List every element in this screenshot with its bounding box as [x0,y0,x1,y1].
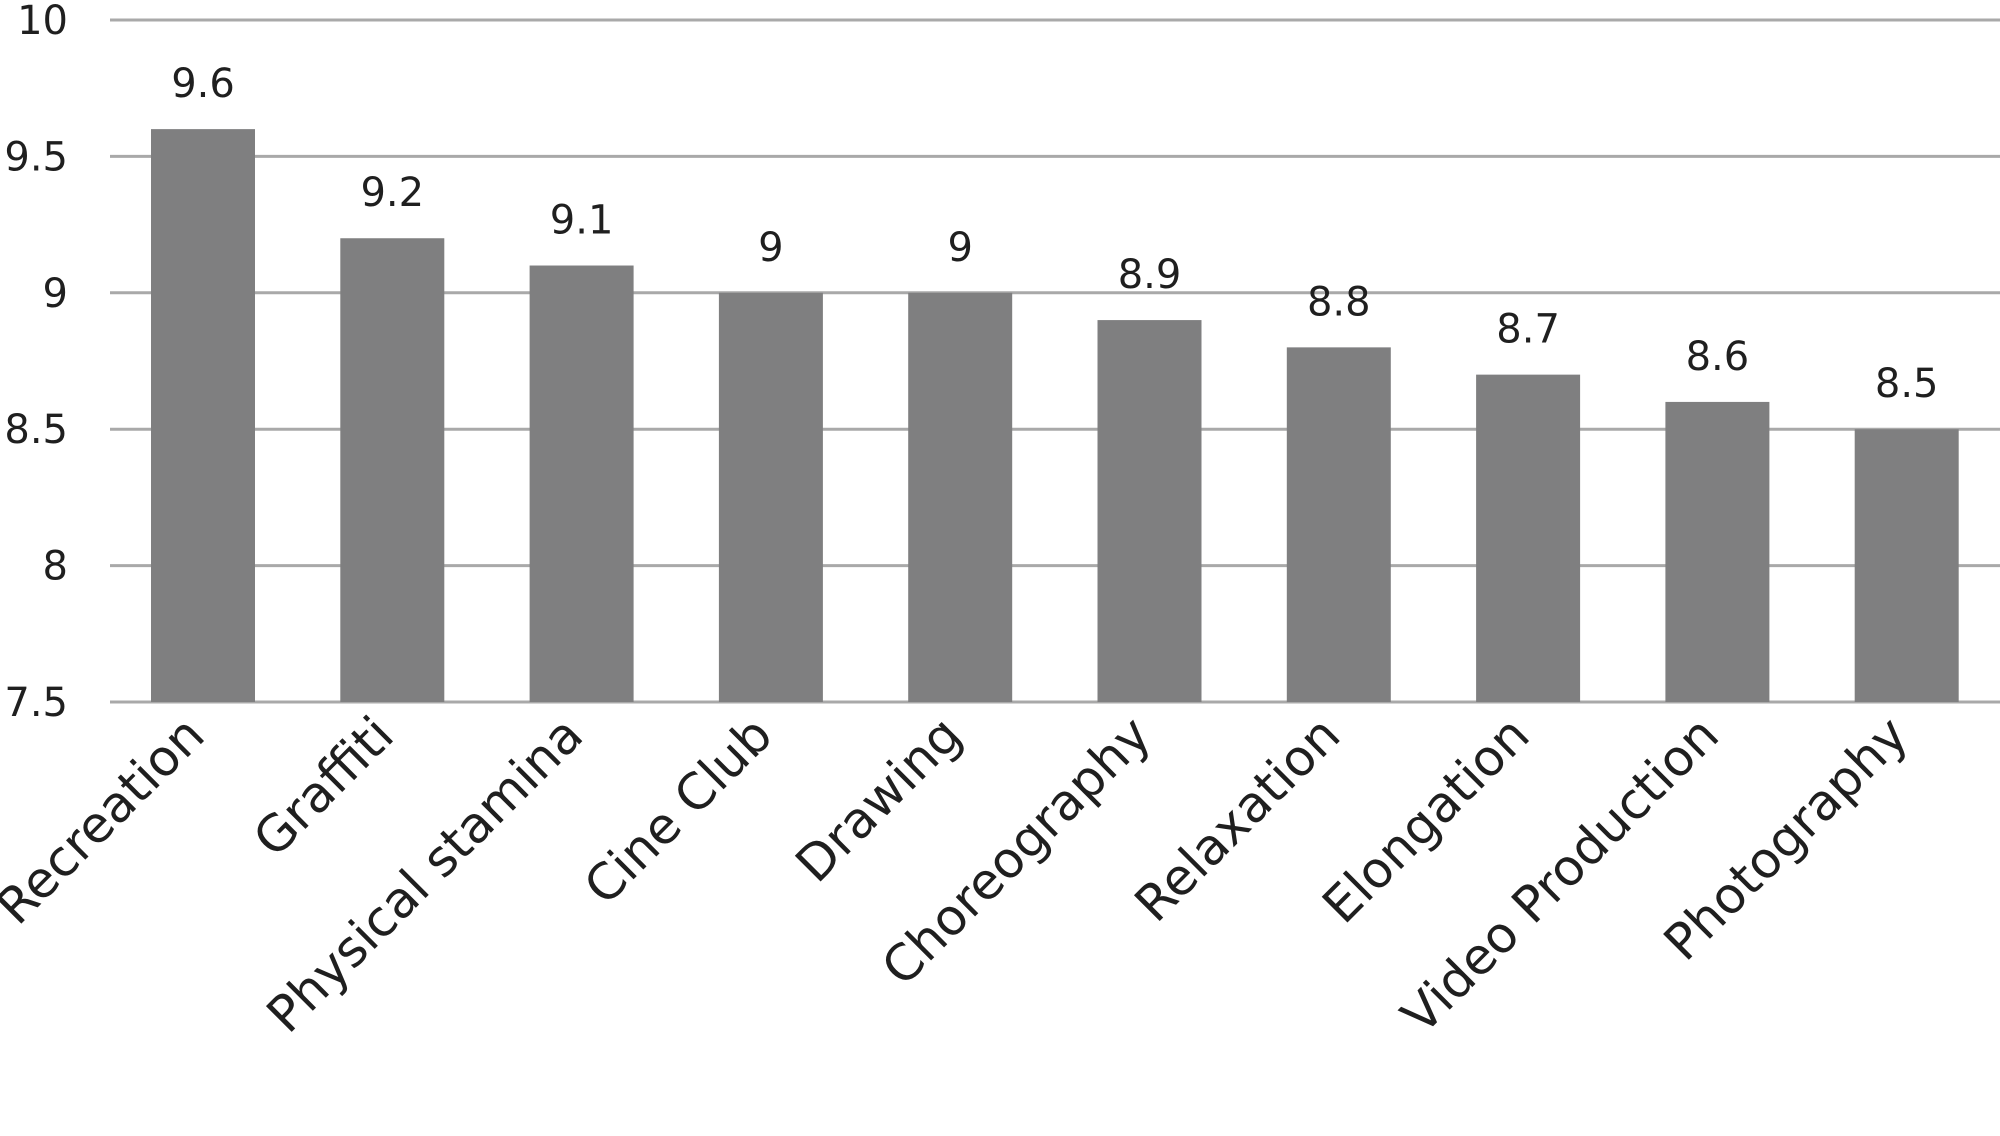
category-label: Drawing [785,705,973,893]
data-label: 9 [947,225,972,271]
data-label: 9.2 [360,170,424,216]
category-label: Video Production [1390,705,1729,1044]
bars [151,129,1959,703]
bar [529,265,634,702]
y-axis-tick-labels: 7.5 8 8.5 9 9.5 10 [4,0,68,726]
bar [1097,320,1202,702]
data-label: 8.5 [1875,361,1939,407]
data-label: 8.8 [1307,279,1371,325]
y-tick-label: 8.5 [4,407,68,453]
bar [1665,401,1770,702]
y-tick-label: 9.5 [4,134,68,180]
data-label: 8.7 [1496,307,1560,353]
data-label: 9.1 [550,198,614,244]
bar [1854,429,1959,702]
bar [1476,374,1581,702]
category-label: Recreation [0,705,215,935]
data-label: 8.9 [1118,252,1182,298]
category-label: Physical stamina [256,705,594,1043]
bar [718,292,823,702]
data-label: 9 [758,225,783,271]
bar [908,292,1013,702]
category-label: Cine Club [573,705,783,915]
y-tick-label: 7.5 [4,680,68,726]
y-tick-label: 10 [17,0,68,44]
category-label: Graffiti [242,705,404,867]
bar [1286,347,1391,702]
y-tick-label: 8 [43,544,68,590]
bar [151,129,255,702]
data-label: 8.6 [1686,334,1750,380]
bar [340,238,445,703]
data-label: 9.6 [171,61,235,107]
y-tick-label: 9 [43,271,68,317]
data-labels: 9.6 9.2 9.1 9 9 8.9 8.8 8.7 8.6 8.5 [171,61,1938,407]
